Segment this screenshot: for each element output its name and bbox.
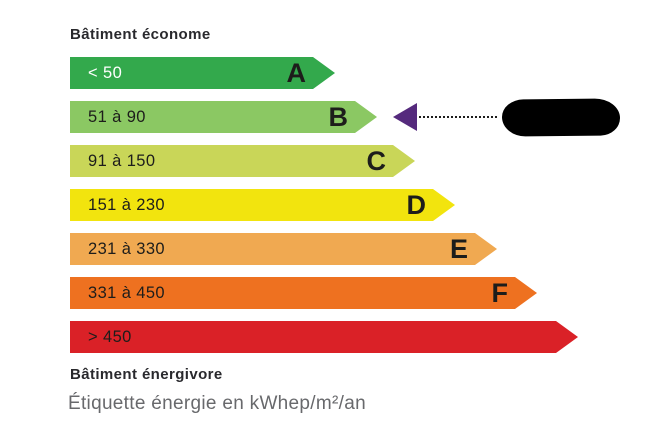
range-label: > 450: [88, 327, 132, 346]
energy-bar-row-e: 231 à 330 E: [70, 233, 620, 265]
energy-bar-f: 331 à 450 F: [70, 277, 537, 309]
energy-bar-row-a: < 50 A: [70, 57, 620, 89]
energy-bar-row-d: 151 à 230 D: [70, 189, 620, 221]
energy-bar-row-b: 51 à 90 B: [70, 97, 621, 137]
range-label: 91 à 150: [88, 151, 156, 170]
energy-bar-e: 231 à 330 E: [70, 233, 497, 265]
left-arrow-icon: [393, 103, 417, 131]
range-label: 331 à 450: [88, 283, 166, 302]
energy-bar-a: < 50 A: [70, 57, 335, 89]
current-grade-indicator: [377, 97, 621, 137]
energy-bar-b: 51 à 90 B: [70, 101, 377, 133]
energy-bar-row-g: > 450: [70, 321, 620, 353]
energy-bar-row-c: 91 à 150 C: [70, 145, 620, 177]
bottom-label: Bâtiment énergivore: [70, 366, 223, 383]
range-label: 151 à 230: [88, 195, 166, 214]
redacted-value: [501, 97, 621, 137]
energy-bar-d: 151 à 230 D: [70, 189, 455, 221]
grade-letter: A: [286, 58, 306, 88]
energy-bar-g: > 450: [70, 321, 578, 353]
grade-letter: C: [366, 146, 386, 176]
caption: Étiquette énergie en kWhep/m²/an: [68, 393, 366, 414]
top-label: Bâtiment économe: [70, 26, 211, 43]
energy-bar-row-f: 331 à 450 F: [70, 277, 620, 309]
grade-letter: B: [328, 102, 348, 132]
energy-bar-c: 91 à 150 C: [70, 145, 415, 177]
range-label: 51 à 90: [88, 107, 146, 126]
range-label: < 50: [88, 63, 123, 82]
grade-letter: E: [449, 234, 468, 264]
grade-letter: F: [491, 278, 508, 308]
range-label: 231 à 330: [88, 239, 166, 258]
energy-scale: < 50 A 51 à 90 B 91 à 150 C 151 à 230 D …: [70, 57, 621, 365]
grade-letter: D: [406, 190, 426, 220]
dotted-connector: [419, 116, 497, 118]
